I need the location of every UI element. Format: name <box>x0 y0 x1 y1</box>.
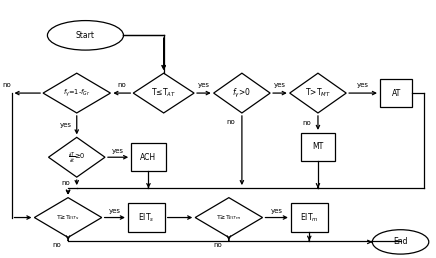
Text: yes: yes <box>109 208 121 214</box>
Bar <box>300 133 335 161</box>
Text: yes: yes <box>198 82 210 88</box>
Text: T≥T$_{EITs}$: T≥T$_{EITs}$ <box>56 213 80 222</box>
Text: End: End <box>393 237 408 246</box>
Text: yes: yes <box>60 122 72 128</box>
Text: no: no <box>53 242 61 248</box>
Text: MT: MT <box>312 142 324 151</box>
Text: no: no <box>227 119 235 125</box>
Text: T>T$_{MT}$: T>T$_{MT}$ <box>305 87 331 99</box>
Text: $f_{\gamma}$=1-$f_{Gr}$: $f_{\gamma}$=1-$f_{Gr}$ <box>63 87 91 99</box>
Text: no: no <box>61 180 70 186</box>
Text: T≥T$_{EITm}$: T≥T$_{EITm}$ <box>216 213 242 222</box>
Text: no: no <box>214 242 222 248</box>
Text: Start: Start <box>76 31 95 40</box>
Bar <box>291 203 328 232</box>
Text: $f_{\gamma}$>0: $f_{\gamma}$>0 <box>232 86 251 100</box>
Text: ACH: ACH <box>140 153 157 162</box>
Text: no: no <box>303 120 311 126</box>
Bar <box>128 203 165 232</box>
Text: yes: yes <box>357 82 369 88</box>
Text: yes: yes <box>271 208 283 214</box>
Text: EIT$_m$: EIT$_m$ <box>300 211 319 224</box>
Text: $\frac{\partial T}{\partial t}$≥0: $\frac{\partial T}{\partial t}$≥0 <box>68 150 85 165</box>
Bar <box>380 79 412 107</box>
Text: no: no <box>3 82 12 88</box>
Text: AT: AT <box>392 88 401 98</box>
Text: no: no <box>117 82 126 88</box>
Text: yes: yes <box>112 148 124 154</box>
Text: T≤T$_{AT}$: T≤T$_{AT}$ <box>151 87 176 99</box>
Bar <box>131 143 166 171</box>
Text: EIT$_s$: EIT$_s$ <box>138 211 154 224</box>
Text: yes: yes <box>274 82 286 88</box>
